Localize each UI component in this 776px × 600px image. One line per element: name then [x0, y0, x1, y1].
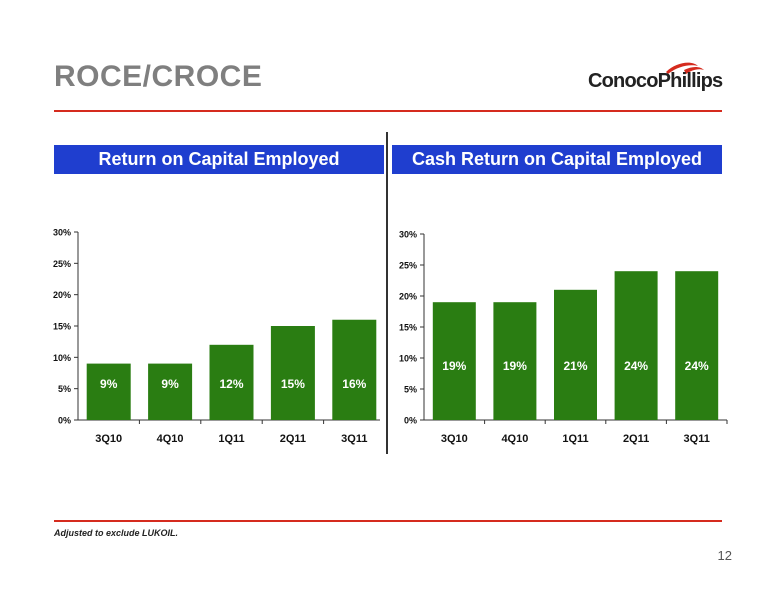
logo-text: ConocoPhillips — [588, 70, 723, 92]
roce-y-tick-label: 20% — [53, 290, 71, 300]
roce-data-label: 16% — [342, 377, 366, 391]
croce-bar-4q10 — [493, 302, 537, 420]
croce-y-tick-label: 30% — [399, 230, 417, 240]
croce-category-label: 2Q11 — [623, 433, 649, 445]
roce-category-label: 1Q11 — [218, 433, 244, 445]
footer-rule — [54, 520, 722, 522]
roce-y-tick-label: 15% — [53, 322, 71, 332]
roce-y-tick-label: 10% — [53, 353, 71, 363]
roce-data-label: 15% — [281, 377, 305, 391]
croce-y-tick-label: 5% — [404, 385, 417, 395]
roce-bar-1q11 — [209, 344, 254, 420]
croce-y-tick-label: 15% — [399, 323, 417, 333]
croce-category-label: 3Q11 — [684, 433, 710, 445]
croce-y-tick-label: 20% — [399, 292, 417, 302]
roce-category-label: 3Q10 — [95, 433, 122, 445]
center-divider — [386, 132, 388, 454]
croce-data-label: 24% — [624, 359, 648, 373]
roce-bar-3q11 — [332, 319, 377, 420]
croce-data-label: 19% — [503, 359, 527, 373]
croce-bar-chart: 0% 5% 10% 15% 20% 25% 30% 3Q10 19% 4Q10 19% 1Q11 21%… — [399, 230, 728, 445]
croce-y-tick-label: 0% — [404, 416, 417, 426]
croce-bar-3q11 — [675, 271, 719, 420]
roce-bar-2q11 — [270, 326, 315, 420]
roce-category-label: 4Q10 — [157, 433, 184, 445]
conocophillips-logo: ConocoPhillips — [588, 62, 724, 102]
roce-data-label: 9% — [161, 377, 179, 391]
roce-category-label: 3Q11 — [341, 433, 367, 445]
roce-panel-header: Return on Capital Employed — [54, 145, 384, 174]
croce-category-label: 4Q10 — [501, 433, 528, 445]
roce-y-tick-label: 30% — [53, 228, 71, 238]
croce-data-label: 19% — [442, 359, 466, 373]
croce-data-label: 21% — [563, 359, 587, 373]
roce-category-label: 2Q11 — [280, 433, 306, 445]
roce-data-label: 9% — [100, 377, 118, 391]
croce-panel-header: Cash Return on Capital Employed — [392, 145, 722, 174]
slide-title: ROCE/CROCE — [54, 60, 263, 93]
roce-data-label: 12% — [219, 377, 243, 391]
croce-category-label: 3Q10 — [441, 433, 468, 445]
roce-y-tick-label: 0% — [58, 416, 71, 426]
page-number: 12 — [717, 548, 732, 563]
footnote: Adjusted to exclude LUKOIL. — [54, 528, 179, 538]
roce-y-tick-label: 25% — [53, 259, 71, 269]
roce-bar-4q10 — [148, 363, 193, 420]
croce-y-tick-label: 25% — [399, 261, 417, 271]
croce-bar-3q10 — [432, 302, 476, 420]
title-rule — [54, 110, 722, 112]
croce-bar-1q11 — [554, 289, 597, 420]
croce-data-label: 24% — [685, 359, 709, 373]
roce-bar-chart: 0% 5% 10% 15% 20% 25% 30% 3Q10 9% 4Q10 9% 1Q11 12% 2Q… — [53, 228, 380, 445]
logo-flame-icon — [666, 62, 704, 74]
croce-category-label: 1Q11 — [562, 433, 588, 445]
croce-y-tick-label: 10% — [399, 354, 417, 364]
croce-bar-2q11 — [614, 271, 658, 420]
roce-bar-3q10 — [86, 363, 131, 420]
roce-y-tick-label: 5% — [58, 384, 71, 394]
